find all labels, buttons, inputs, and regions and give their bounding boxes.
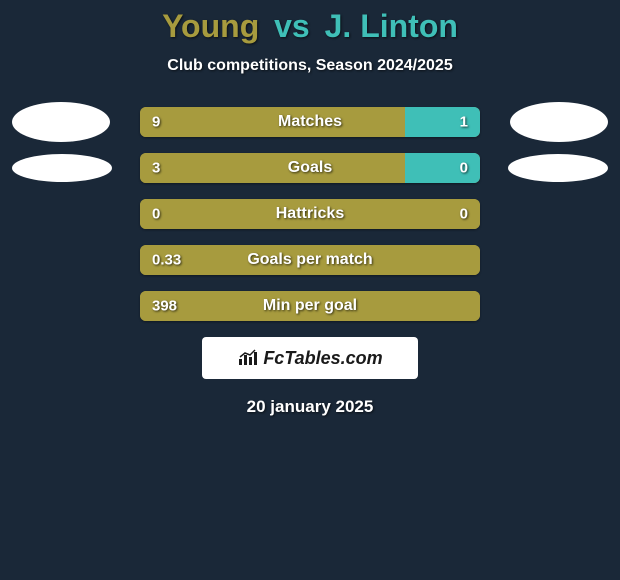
logo-text: FcTables.com bbox=[263, 348, 382, 369]
stat-row: 0.33Goals per match bbox=[0, 245, 620, 275]
stat-bar: 398Min per goal bbox=[140, 291, 480, 321]
left-value: 398 bbox=[152, 298, 177, 315]
left-value: 0 bbox=[152, 206, 160, 223]
right-value: 0 bbox=[460, 160, 468, 177]
player2-photo bbox=[508, 154, 608, 182]
fctables-logo[interactable]: FcTables.com bbox=[202, 337, 418, 379]
stat-bar: 91Matches bbox=[140, 107, 480, 137]
title: Young vs J. Linton bbox=[0, 8, 620, 45]
stat-bar: 0.33Goals per match bbox=[140, 245, 480, 275]
left-bar-fill bbox=[140, 199, 480, 229]
player1-photo bbox=[12, 102, 110, 142]
stat-row: 00Hattricks bbox=[0, 199, 620, 229]
player1-photo bbox=[12, 154, 112, 182]
right-bar-fill bbox=[405, 153, 480, 183]
left-value: 3 bbox=[152, 160, 160, 177]
player2-name: J. Linton bbox=[325, 8, 458, 44]
player2-photo bbox=[510, 102, 608, 142]
stat-bar: 30Goals bbox=[140, 153, 480, 183]
right-value: 1 bbox=[460, 114, 468, 131]
left-bar-fill bbox=[140, 245, 480, 275]
right-bar-fill bbox=[405, 107, 480, 137]
player1-name: Young bbox=[162, 8, 259, 44]
right-value: 0 bbox=[460, 206, 468, 223]
left-bar-fill bbox=[140, 291, 480, 321]
left-value: 9 bbox=[152, 114, 160, 131]
stat-row: 91Matches bbox=[0, 107, 620, 137]
vs-separator: vs bbox=[274, 8, 310, 44]
date: 20 january 2025 bbox=[0, 397, 620, 417]
stats-list: 91Matches30Goals00Hattricks0.33Goals per… bbox=[0, 107, 620, 321]
stat-bar: 00Hattricks bbox=[140, 199, 480, 229]
left-bar-fill bbox=[140, 153, 405, 183]
left-value: 0.33 bbox=[152, 252, 181, 269]
comparison-card: Young vs J. Linton Club competitions, Se… bbox=[0, 0, 620, 417]
subtitle: Club competitions, Season 2024/2025 bbox=[0, 57, 620, 75]
stat-row: 30Goals bbox=[0, 153, 620, 183]
left-bar-fill bbox=[140, 107, 405, 137]
bar-chart-icon bbox=[237, 349, 259, 367]
stat-row: 398Min per goal bbox=[0, 291, 620, 321]
